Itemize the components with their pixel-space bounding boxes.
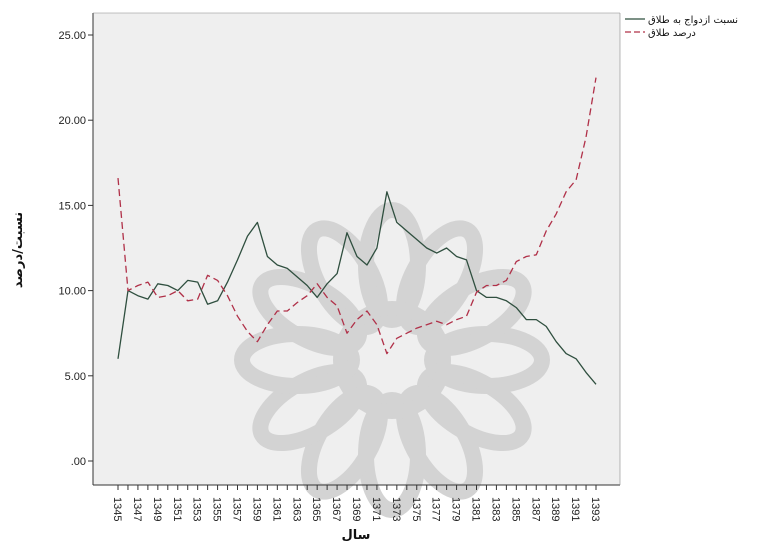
x-axis-ticks: 1345 1347 1349 1351 1353 1355 1357 1359 1361 1363… (111, 485, 601, 521)
x-tick-label: 1375 (410, 497, 422, 521)
y-axis-title: نسبت/درصد (11, 212, 26, 288)
y-tick-label: 10.00 (58, 286, 86, 298)
x-tick-label: 1365 (310, 497, 322, 521)
y-tick-label: 15.00 (58, 200, 86, 212)
x-tick-label: 1347 (131, 497, 143, 521)
watermark-ring (333, 301, 451, 419)
x-tick-label: 1379 (450, 497, 462, 521)
x-tick-label: 1367 (330, 497, 342, 521)
x-tick-label: 1391 (569, 497, 581, 521)
x-tick-label: 1361 (270, 497, 282, 521)
x-tick-label: 1353 (191, 497, 203, 521)
x-tick-label: 1371 (370, 497, 382, 521)
x-tick-label: 1389 (549, 497, 561, 521)
x-tick-label: 1383 (489, 497, 501, 521)
legend-label-series-1: نسبت ازدواج به طلاق (648, 15, 738, 26)
legend: نسبت ازدواج به طلاق درصد طلاق (625, 15, 738, 39)
series-layer (117, 77, 597, 385)
y-tick-label: 5.00 (65, 371, 86, 383)
series-line-2 (117, 77, 597, 355)
x-tick-label: 1357 (231, 497, 243, 521)
x-tick-label: 1369 (350, 497, 362, 521)
x-tick-label: 1385 (509, 497, 521, 521)
legend-label-series-2: درصد طلاق (648, 28, 696, 39)
y-tick-label: 20.00 (58, 115, 86, 127)
x-tick-label: 1359 (250, 497, 262, 521)
series-line-1 (117, 191, 597, 385)
x-tick-label: 1351 (171, 497, 183, 521)
y-tick-label: 25.00 (58, 30, 86, 42)
x-tick-label: 1373 (390, 497, 402, 521)
x-tick-label: 1393 (589, 497, 601, 521)
y-tick-label: .00 (71, 456, 86, 468)
x-tick-label: 1387 (529, 497, 541, 521)
x-tick-label: 1349 (151, 497, 163, 521)
y-axis-ticks: .00 5.00 10.00 15.00 20.00 25.00 (58, 30, 93, 468)
x-tick-label: 1345 (111, 497, 123, 521)
x-tick-label: 1363 (290, 497, 302, 521)
x-axis-title: سال (342, 528, 371, 543)
x-tick-label: 1355 (211, 497, 223, 521)
x-tick-label: 1381 (470, 497, 482, 521)
x-tick-label: 1377 (430, 497, 442, 521)
watermark-petal (416, 268, 532, 357)
